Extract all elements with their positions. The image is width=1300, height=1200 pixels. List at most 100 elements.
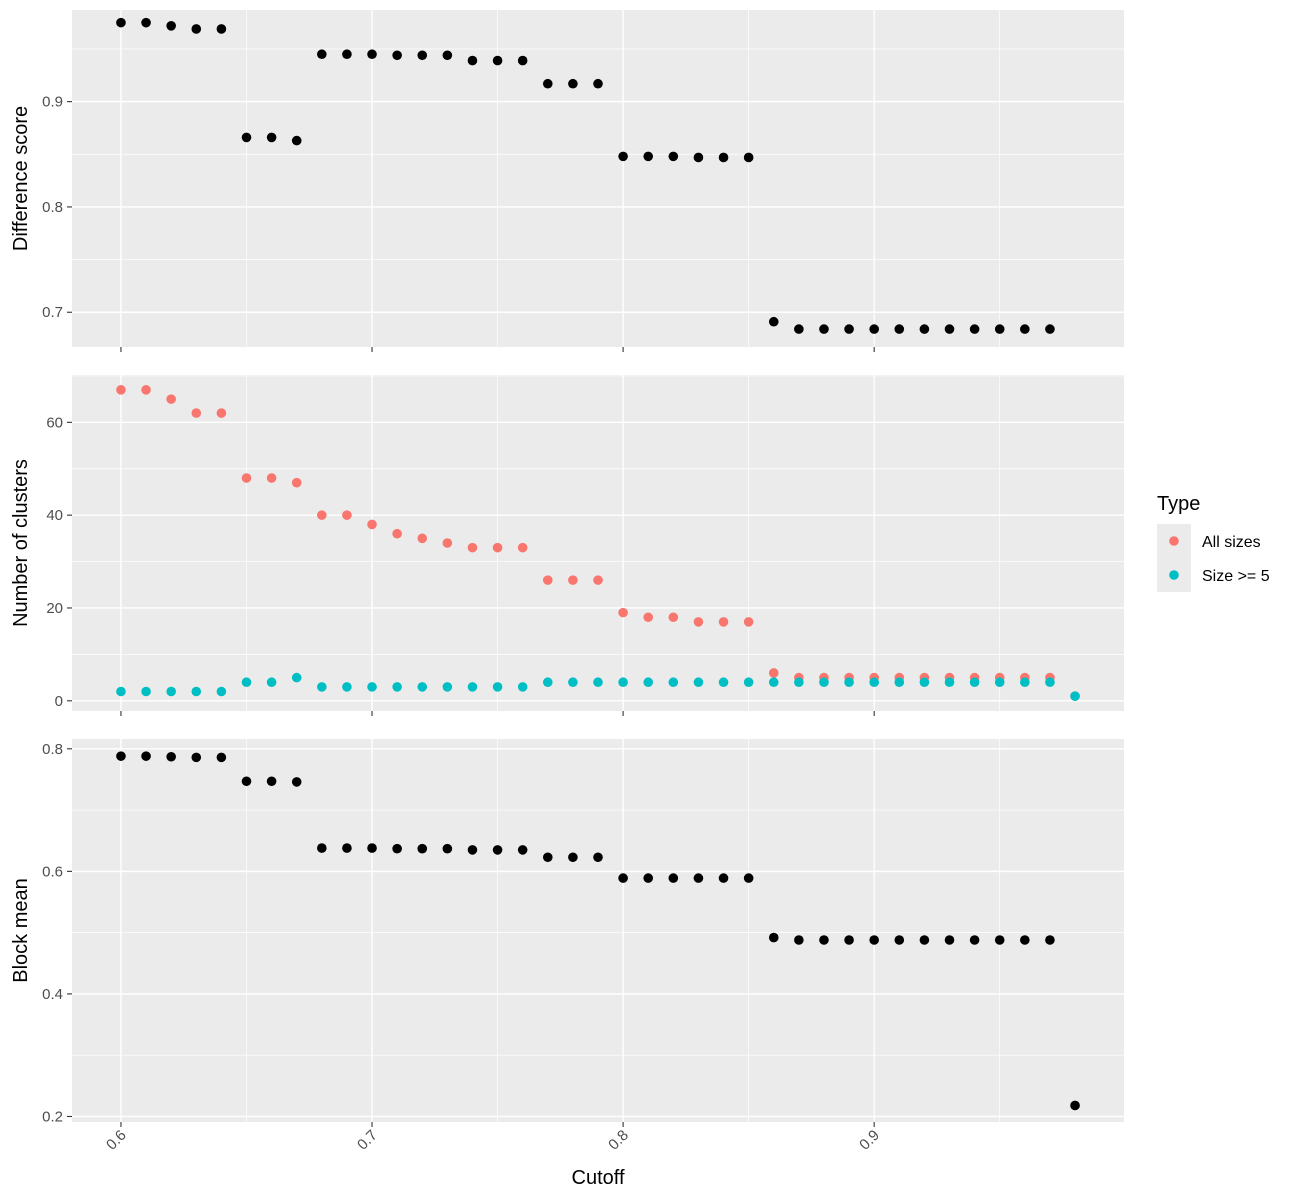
data-point [643,873,654,883]
data-point [317,510,327,520]
data-point [291,672,302,683]
data-point [844,935,854,945]
x-tick-label: 0.6 [103,1127,130,1154]
panel-background [72,10,1124,347]
y-tick-label: 40 [46,507,63,524]
data-point [743,152,754,163]
data-point [241,132,252,143]
data-point [894,935,905,945]
panel-background [72,739,1124,1122]
data-point [116,17,126,28]
data-point [417,50,428,61]
data-point [969,935,980,945]
data-point [392,682,402,692]
y-tick-label: 20 [46,600,63,617]
data-point [317,682,327,692]
series-points [116,751,1080,1111]
data-point [191,408,202,418]
data-point [994,677,1005,688]
panels-layer: 0.7 0.8 0.9 Difference score 0 20 40 60 Number o… [10,10,1124,1154]
data-point [166,751,176,762]
data-point [919,677,930,688]
data-point [869,935,879,945]
data-point [1070,691,1080,701]
data-point [417,843,428,854]
data-point [568,852,578,863]
y-tick-label: 0.4 [42,986,63,1003]
data-point [367,519,377,530]
data-point [191,24,202,34]
y-tick-label: 0.2 [42,1108,63,1125]
data-point [191,686,202,697]
data-point [492,542,503,553]
data-point [593,852,603,863]
data-point [944,324,955,334]
y-tick-label: 60 [46,414,63,431]
data-point [467,55,478,66]
data-point [593,677,603,688]
data-point [467,682,478,692]
legend: Type All sizes Size >= 5 [1157,493,1270,592]
legend-label: Size >= 5 [1202,568,1270,585]
data-point [342,843,352,853]
legend-key-point [1169,570,1179,580]
x-tick-label: 0.9 [856,1127,883,1154]
data-point [542,78,553,89]
data-point [718,873,729,883]
data-point [768,932,779,943]
y-axis-title: Difference score [10,106,32,251]
data-point [266,132,277,143]
data-point [1045,677,1055,688]
data-point [568,575,578,585]
data-point [718,152,729,163]
data-point [693,677,704,688]
data-point [141,751,151,761]
data-point [794,324,804,334]
y-tick-label: 0.9 [42,94,63,111]
data-point [819,324,829,334]
data-point [442,843,453,854]
data-point [618,677,628,688]
y-tick-label: 0.7 [42,304,63,321]
data-point [392,50,402,61]
data-point [568,677,578,688]
data-point [668,612,679,623]
data-point [317,843,327,853]
data-point [919,935,930,945]
legend-title: Type [1157,493,1200,515]
data-point [844,677,854,688]
data-point [643,612,654,623]
data-point [718,677,729,688]
data-point [618,151,628,162]
data-point [417,682,428,692]
data-point [994,324,1005,334]
data-point [743,677,754,688]
data-point [718,617,729,627]
data-point [216,24,227,34]
panel-1: 0.7 0.8 0.9 Difference score [10,10,1124,352]
data-point [517,682,528,692]
data-point [944,935,955,945]
data-point [1045,324,1055,334]
data-point [141,686,151,697]
data-point [1070,1100,1080,1111]
panel-3: 0.2 0.4 0.6 0.8 Block mean [10,739,1124,1127]
data-point [467,845,478,855]
x-tick-labels: 0.6 0.7 0.8 0.9 [103,1127,883,1154]
data-point [794,677,804,688]
data-point [417,533,428,544]
data-point [492,845,503,855]
data-point [743,873,754,883]
data-point [693,152,704,163]
y-axis-title: Block mean [10,878,32,983]
data-point [693,617,704,627]
data-point [342,682,352,692]
y-tick-label: 0.8 [42,199,63,216]
data-point [166,686,176,697]
data-point [116,686,126,697]
data-point [517,55,528,66]
data-point [768,677,779,688]
data-point [266,776,277,787]
data-point [643,151,654,162]
